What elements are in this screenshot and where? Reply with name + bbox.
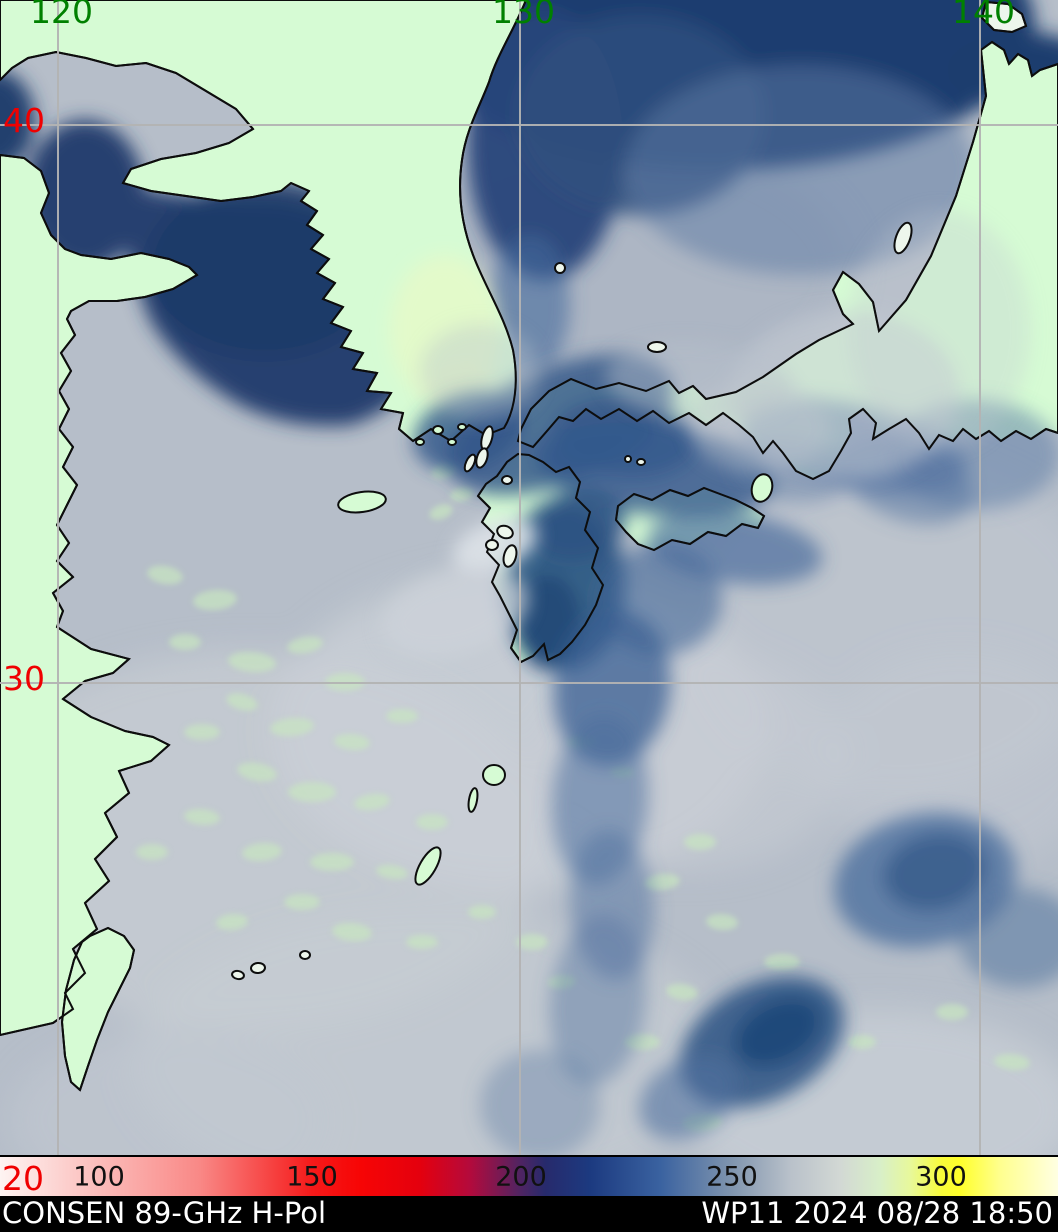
island [496,524,514,540]
latitude-label-40: 40 [3,101,45,140]
storm-id-timestamp: WP11 2024 08/28 18:50 [701,1196,1053,1230]
island [482,764,506,786]
island [636,458,646,466]
colorbar-tick-label: 150 [286,1161,338,1192]
latitude-label-20: 20 [2,1159,44,1198]
island [415,438,425,446]
island [485,539,499,551]
island [337,490,387,514]
rainband-layer [413,354,1058,1155]
island [647,341,667,353]
cloud-over-land [381,210,1030,657]
island [447,438,457,446]
colorbar-tick-label: 200 [495,1161,547,1192]
island [475,447,489,469]
island [457,423,467,431]
annotation-bar: CONSEN 89-GHz H-Pol WP11 2024 08/28 18:5… [0,1196,1058,1232]
island [463,453,477,473]
longitude-label-130: 130 [492,0,555,31]
microwave-satellite-map [0,0,1058,1155]
longitude-label-140: 140 [952,0,1015,31]
island [893,221,913,255]
speckle-layer [136,461,1030,1132]
latitude-label-30: 30 [3,659,45,698]
colorbar-tick-label: 100 [73,1161,125,1192]
longitude-label-120: 120 [30,0,93,31]
island [432,425,444,435]
island [624,455,632,463]
island [750,473,774,503]
island [299,950,311,960]
product-label: CONSEN 89-GHz H-Pol [2,1196,327,1230]
island [501,475,513,485]
colorbar-tick-label: 250 [706,1161,758,1192]
island [414,846,442,886]
brightness-temperature-colorbar: 100 150 200 250 300 [0,1155,1058,1196]
colorbar-tick-label: 300 [915,1161,967,1192]
cold-sea-layer [0,0,1058,426]
island [231,969,245,981]
island [250,961,266,975]
island [554,262,566,274]
island-layer [231,221,913,981]
island [467,787,479,813]
island [502,544,518,568]
graticule-layer [0,0,1058,1155]
